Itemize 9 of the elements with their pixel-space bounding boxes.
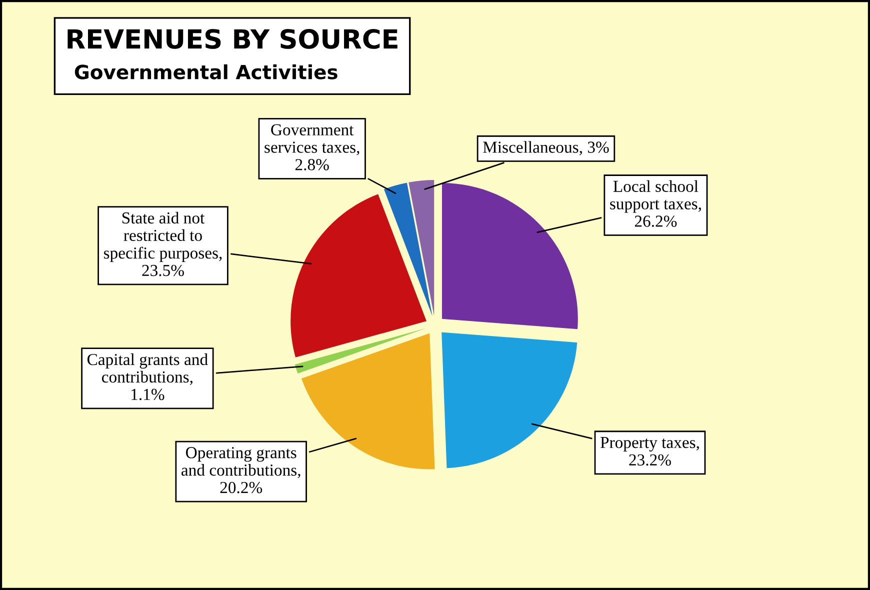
slice-label: State aid not restricted to specific purposes, 23.5%: [104, 212, 222, 276]
slice-label: Property taxes, 23.2%: [600, 437, 699, 466]
slice-label: Operating grants and contributions, 20.2%: [182, 447, 300, 494]
chart-title: REVENUES BY SOURCE: [68, 28, 398, 49]
slice-label: Miscellaneous, 3%: [483, 141, 609, 156]
slice-label: Government services taxes, 2.8%: [264, 124, 360, 170]
slice-label: Local school support taxes, 26.2%: [610, 180, 701, 227]
slice-label: Capital grants and contributions, 1.1%: [87, 353, 208, 400]
chart-subtitle: Governmental Activities: [74, 64, 338, 80]
